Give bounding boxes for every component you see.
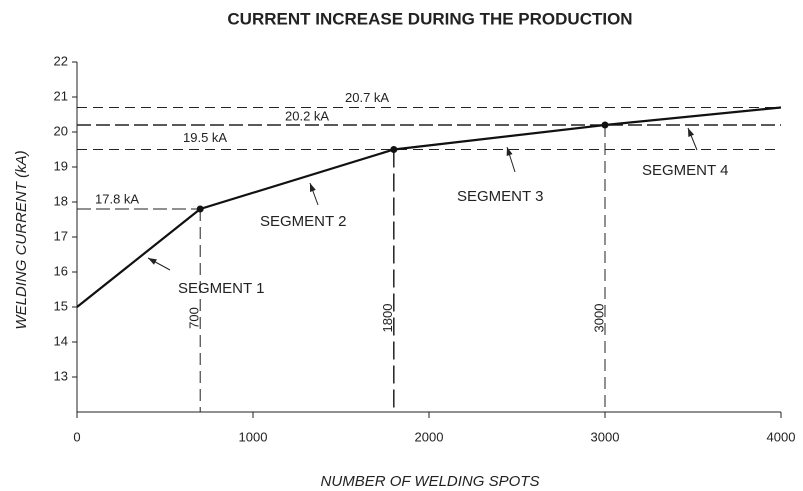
y-tick-label: 13 (54, 368, 68, 383)
segment-label: SEGMENT 2 (260, 213, 346, 230)
data-point (196, 205, 204, 213)
y-tick-label: 17 (54, 228, 68, 243)
y-tick-label: 21 (54, 88, 68, 103)
y-tick-label: 22 (54, 53, 68, 68)
x-tick-label: 2000 (415, 429, 444, 444)
x-axis-label: NUMBER OF WELDING SPOTS (321, 473, 540, 490)
reference-label: 700 (187, 307, 202, 329)
arrow-head (688, 128, 695, 137)
reference-label: 20.7 kA (345, 90, 389, 105)
y-tick-label: 14 (54, 333, 68, 348)
y-axis-label: WELDING CURRENT (kA) (13, 150, 30, 329)
y-tick-label: 16 (54, 263, 68, 278)
data-point (390, 146, 398, 153)
chart-title: CURRENT INCREASE DURING THE PRODUCTION (227, 9, 632, 28)
arrow-head (309, 183, 316, 192)
y-tick-label: 15 (54, 298, 68, 313)
arrow-head (506, 147, 513, 156)
data-point (601, 121, 609, 129)
arrow-head (148, 258, 157, 265)
x-tick-label: 3000 (591, 429, 620, 444)
segment-label: SEGMENT 1 (178, 280, 264, 297)
x-tick-label: 1000 (239, 429, 268, 444)
segment-label: SEGMENT 3 (457, 188, 543, 205)
y-tick-label: 18 (54, 193, 68, 208)
segment-label: SEGMENT 4 (642, 162, 728, 179)
reference-label: 19.5 kA (183, 130, 227, 145)
x-tick-label: 0 (73, 429, 80, 444)
reference-label: 3000 (591, 304, 606, 333)
y-tick-label: 20 (54, 123, 68, 138)
reference-label: 1800 (380, 304, 395, 333)
reference-label: 17.8 kA (95, 191, 139, 206)
reference-label: 20.2 kA (285, 108, 329, 123)
x-tick-label: 4000 (767, 429, 796, 444)
y-tick-label: 19 (54, 158, 68, 173)
